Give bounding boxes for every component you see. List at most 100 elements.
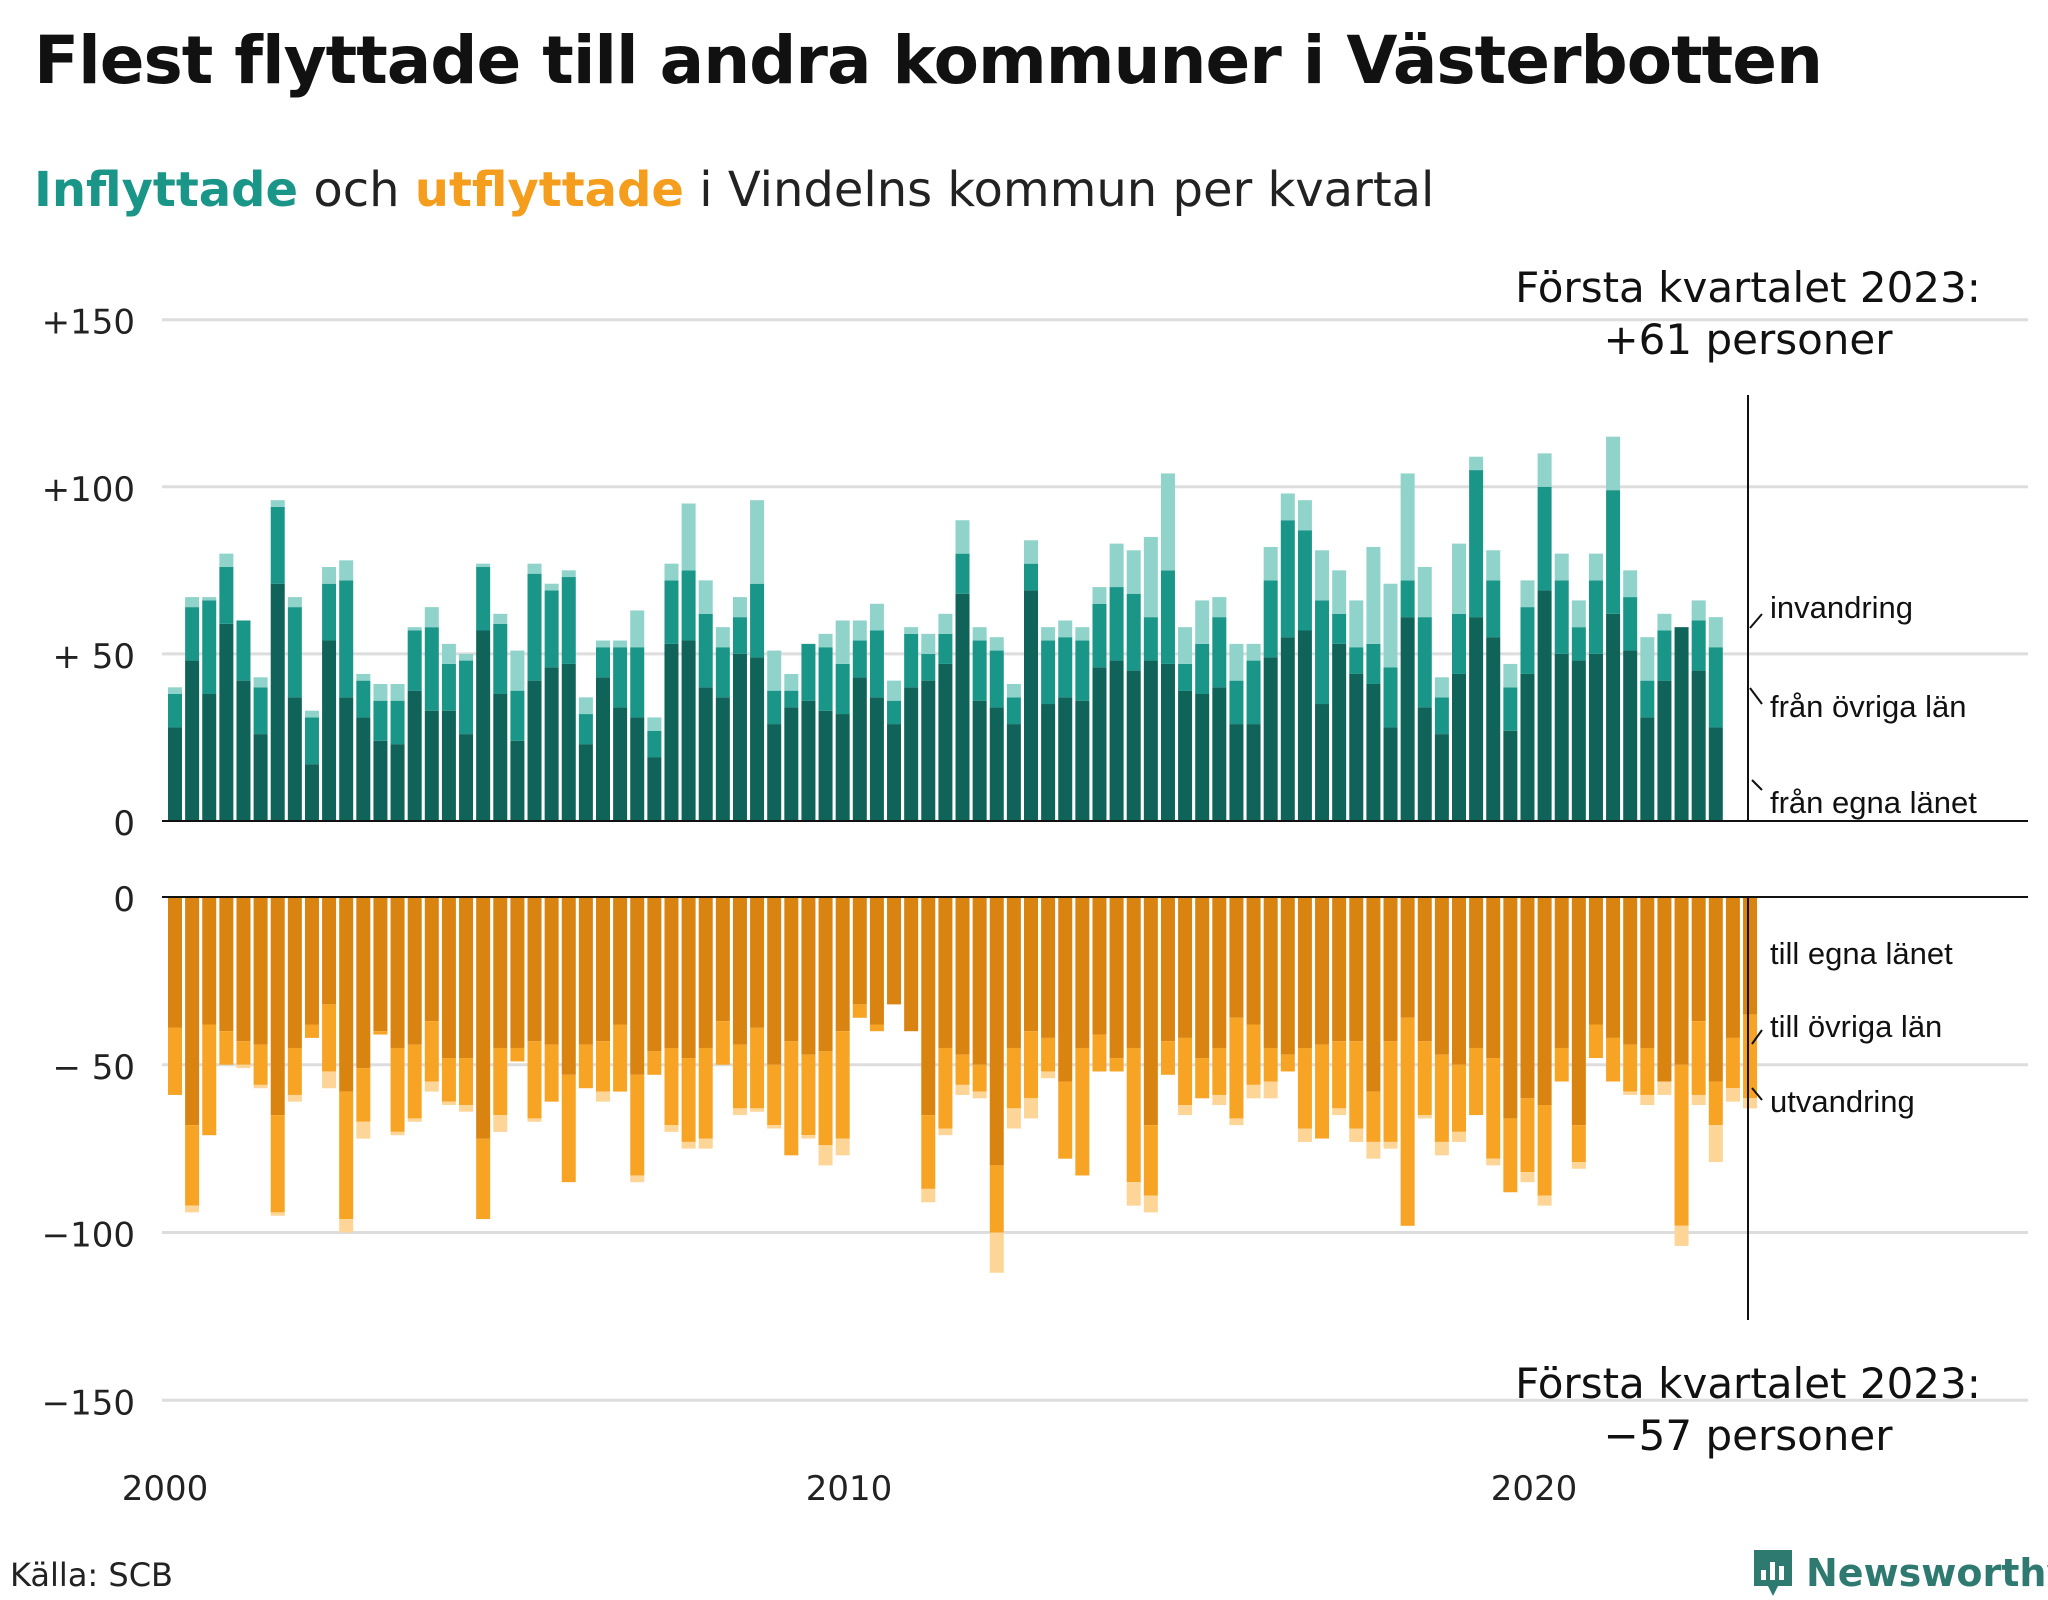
bar-out-emigration <box>955 1084 970 1095</box>
bar-out-other-county <box>1041 1037 1056 1072</box>
bar-out-own-county <box>1160 897 1175 1042</box>
bar-in-immigration <box>373 683 388 701</box>
bar-out-other-county <box>664 1047 679 1126</box>
bar-in-immigration <box>938 613 953 634</box>
bar-in-other-county <box>1212 617 1227 688</box>
bar-in-immigration <box>1041 627 1056 641</box>
bar-out-emigration <box>1024 1098 1038 1119</box>
bar-in-own-county <box>527 680 542 821</box>
bar-in-own-county <box>1469 617 1484 821</box>
bar-in-immigration <box>784 673 799 691</box>
bar-out-own-county <box>561 897 576 1075</box>
bar-out-own-county <box>578 897 593 1045</box>
bar-out-own-county <box>1006 897 1021 1048</box>
bar-in-immigration <box>185 597 200 608</box>
bar-out-other-county <box>1725 1037 1740 1089</box>
bar-out-emigration <box>938 1128 953 1136</box>
bar-out-own-county <box>1520 897 1535 1099</box>
bar-out-emigration <box>236 1064 251 1069</box>
bar-in-own-county <box>972 700 987 821</box>
bar-in-immigration <box>869 603 884 631</box>
bar-in-own-county <box>1075 700 1090 821</box>
bar-in-other-county <box>784 690 799 708</box>
bar-out-own-county <box>407 897 422 1045</box>
bar-out-emigration <box>1246 1084 1261 1099</box>
bar-out-other-county <box>527 1041 542 1119</box>
bar-in-own-county <box>630 717 645 821</box>
bar-out-own-county <box>1263 897 1278 1048</box>
chart-area: +150 +100 + 50 0 − 50 −100 −150 0 Första kvartal… <box>42 263 2028 1509</box>
bar-in-other-county <box>1280 520 1295 638</box>
bar-in-own-county <box>887 724 902 821</box>
bar-in-other-county <box>613 647 628 708</box>
bar-in-own-county <box>921 680 936 821</box>
bar-in-immigration <box>1588 553 1603 581</box>
bar-in-immigration <box>459 653 474 661</box>
bar-out-own-county <box>1075 897 1090 1048</box>
bar-out-emigration <box>1178 1105 1193 1116</box>
bar-in-immigration <box>1263 546 1278 581</box>
bar-out-own-county <box>219 897 234 1032</box>
bar-out-other-county <box>767 1064 782 1126</box>
bar-in-immigration <box>1571 600 1586 628</box>
bar-in-other-county <box>681 570 696 641</box>
bar-in-other-county <box>1092 603 1107 668</box>
bar-in-immigration <box>767 650 782 691</box>
bar-in-immigration <box>1400 473 1415 581</box>
bar-out-other-county <box>852 1004 867 1018</box>
bar-out-other-county <box>715 1021 730 1065</box>
newsworthy-logo: Newsworthy <box>1750 1546 2048 1600</box>
bar-out-emigration <box>1691 1094 1706 1106</box>
bar-out-own-county <box>732 897 747 1045</box>
bar-in-immigration <box>356 673 371 681</box>
bar-in-other-county <box>1400 580 1415 618</box>
bar-in-other-county <box>1366 643 1381 684</box>
bar-out-other-county <box>202 1024 217 1136</box>
subtitle-rest: i Vindelns kommun per kvartal <box>683 162 1435 218</box>
bar-in-other-county <box>270 506 285 584</box>
bar-in-own-county <box>493 694 508 821</box>
bar-in-own-county <box>715 697 730 821</box>
bar-in-other-county <box>698 613 713 688</box>
bar-in-immigration <box>1537 453 1552 487</box>
bar-in-other-county <box>869 630 884 698</box>
subtitle-utflyttade: utflyttade <box>414 162 684 218</box>
bar-in-own-county <box>270 583 285 821</box>
bar-in-own-county <box>732 653 747 821</box>
bar-in-immigration <box>202 597 217 601</box>
source-note: Källa: SCB <box>10 1556 173 1594</box>
bar-out-emigration <box>1229 1118 1244 1126</box>
bar-in-other-county <box>1554 580 1569 654</box>
bar-out-own-county <box>493 897 508 1048</box>
bar-out-other-county <box>869 1024 884 1032</box>
bar-in-other-county <box>647 730 662 758</box>
bar-in-other-county <box>972 640 987 701</box>
bar-out-other-county <box>1195 1058 1210 1099</box>
bar-out-other-county <box>322 1004 337 1072</box>
bar-out-emigration <box>1537 1195 1552 1206</box>
bar-in-immigration <box>287 597 302 608</box>
bar-in-other-county <box>407 630 422 691</box>
bar-in-own-county <box>1109 660 1124 821</box>
bar-out-own-county <box>1024 897 1038 1032</box>
bar-in-own-county <box>904 687 919 821</box>
bar-in-immigration <box>1297 500 1312 531</box>
bar-out-emigration <box>801 1135 816 1139</box>
bar-in-other-county <box>1024 563 1038 591</box>
bar-in-own-county <box>1571 660 1586 821</box>
bar-out-emigration <box>972 1091 987 1099</box>
bar-out-own-county <box>356 897 371 1069</box>
bar-out-emigration <box>1674 1225 1689 1246</box>
bar-out-own-county <box>168 897 182 1028</box>
bar-out-own-county <box>1623 897 1638 1045</box>
bar-in-other-county <box>1623 597 1638 651</box>
bar-in-own-county <box>1691 670 1706 821</box>
bar-out-other-county <box>1332 1041 1347 1109</box>
bar-in-immigration <box>1366 546 1381 644</box>
bar-in-other-county <box>356 680 371 718</box>
bar-in-own-county <box>476 630 491 821</box>
bar-out-own-county <box>664 897 679 1048</box>
bar-in-other-county <box>1126 593 1141 671</box>
bar-out-emigration <box>1126 1182 1141 1206</box>
bar-in-other-county <box>938 633 953 664</box>
